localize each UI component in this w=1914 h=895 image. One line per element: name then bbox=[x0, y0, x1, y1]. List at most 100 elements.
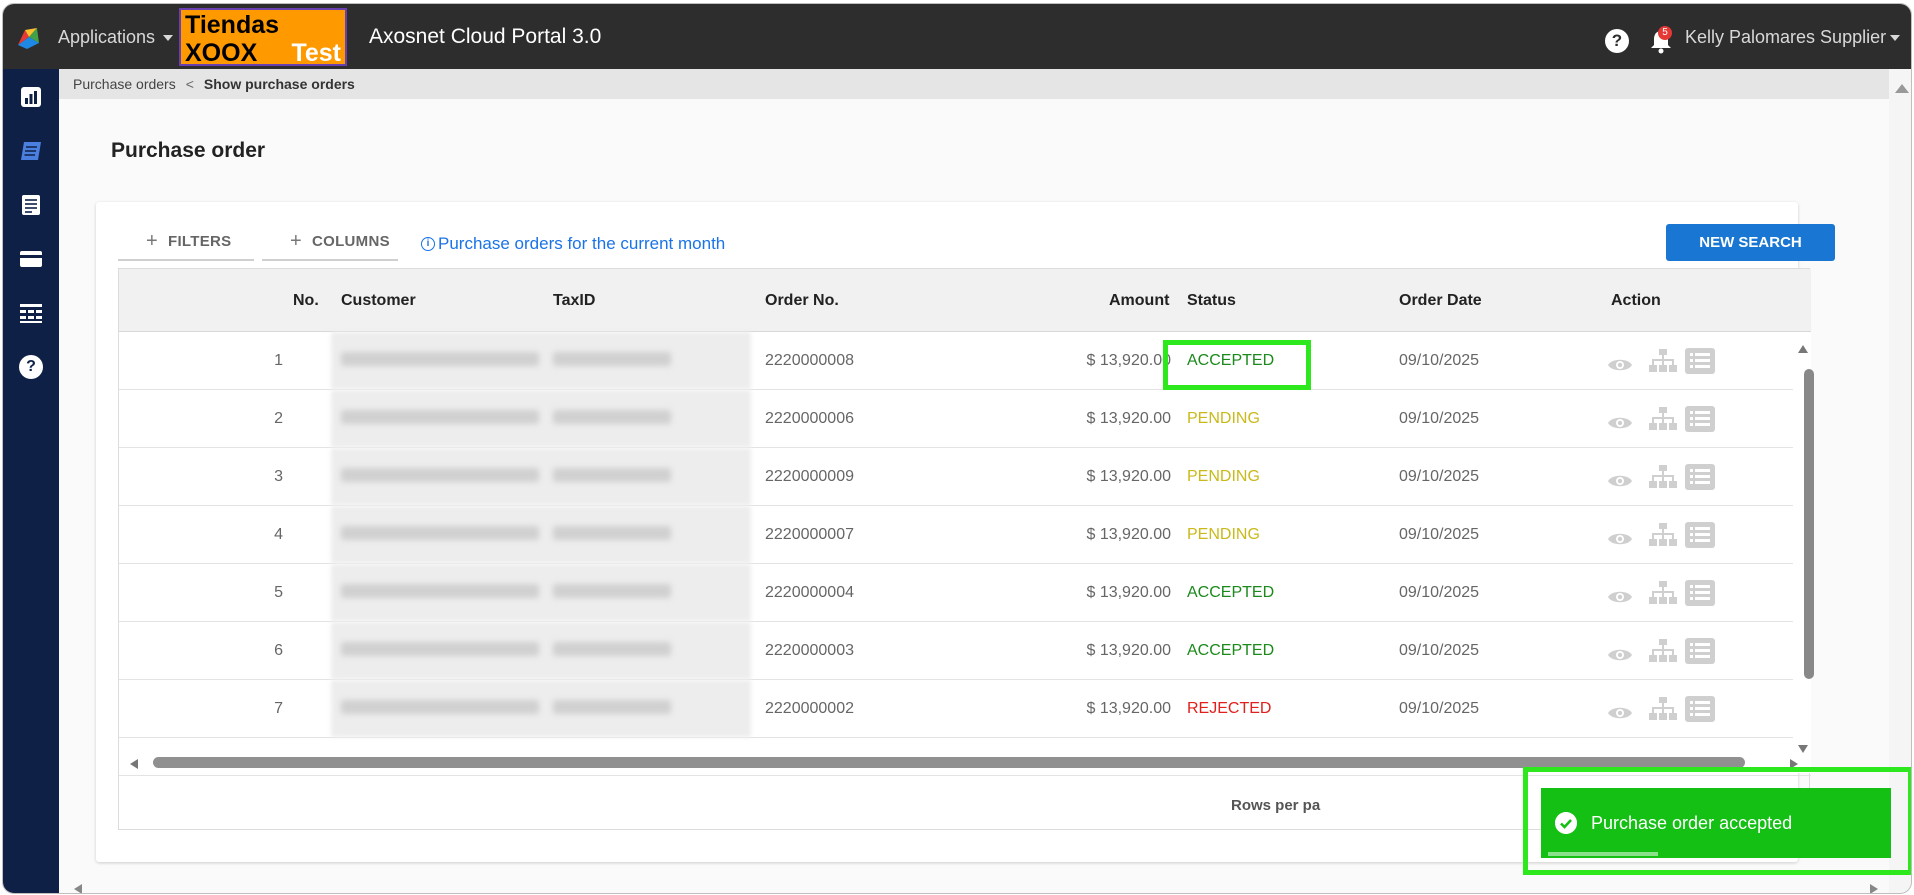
invoices-icon[interactable] bbox=[19, 193, 43, 217]
plus-icon: + bbox=[290, 230, 302, 252]
scroll-right-arrow-icon[interactable] bbox=[1869, 883, 1879, 894]
cell-amount: $ 13,920.00 bbox=[1086, 352, 1171, 369]
table-header: No. Customer TaxID Order No. Amount Stat… bbox=[119, 269, 1811, 332]
cell-order-date: 09/10/2025 bbox=[1399, 642, 1480, 659]
hierarchy-icon[interactable] bbox=[1649, 638, 1677, 664]
toast-progress-bar bbox=[1548, 852, 1658, 856]
cell-amount: $ 13,920.00 bbox=[1086, 526, 1171, 543]
current-month-label: Purchase orders for the current month bbox=[438, 234, 726, 253]
list-icon[interactable] bbox=[1685, 696, 1715, 722]
table-row[interactable]: 5 2220000004 $ 13,920.00 ACCEPTED 09/10/… bbox=[119, 564, 1811, 622]
status-badge: ACCEPTED bbox=[1187, 642, 1275, 659]
list-icon[interactable] bbox=[1685, 522, 1715, 548]
scroll-down-arrow-icon[interactable] bbox=[1797, 744, 1809, 754]
status-highlight bbox=[1163, 340, 1311, 390]
table-row[interactable]: 4 2220000007 $ 13,920.00 PENDING 09/10/2… bbox=[119, 506, 1811, 564]
redacted-customer bbox=[341, 410, 539, 424]
redacted-taxid bbox=[553, 352, 671, 366]
brand-line-3: Test bbox=[291, 39, 341, 67]
user-menu[interactable]: Kelly Palomares Supplier bbox=[1685, 27, 1901, 48]
main-content: Purchase order + FILTERS + COLUMNS i Purcha… bbox=[59, 99, 1889, 879]
help-icon[interactable]: ? bbox=[1605, 29, 1629, 53]
toast-message: Purchase order accepted bbox=[1591, 812, 1793, 833]
hierarchy-icon[interactable] bbox=[1649, 522, 1677, 548]
header-taxid[interactable]: TaxID bbox=[553, 292, 596, 309]
top-bar: Applications Tiendas XOOX Test Axosnet C… bbox=[3, 4, 1911, 69]
filters-button[interactable]: + FILTERS bbox=[118, 224, 254, 261]
redacted-customer bbox=[341, 584, 539, 598]
eye-icon[interactable] bbox=[1607, 642, 1633, 668]
horizontal-scroll-thumb[interactable] bbox=[153, 757, 1745, 768]
list-icon[interactable] bbox=[1685, 406, 1715, 432]
cell-order-no: 2220000002 bbox=[765, 700, 854, 717]
header-order-date[interactable]: Order Date bbox=[1399, 292, 1482, 309]
breadcrumb: Purchase orders < Show purchase orders bbox=[59, 69, 1889, 99]
redacted-taxid bbox=[553, 700, 671, 714]
list-icon[interactable] bbox=[1685, 580, 1715, 606]
cell-order-date: 09/10/2025 bbox=[1399, 526, 1480, 543]
cell-no: 3 bbox=[274, 468, 283, 485]
portal-title: Axosnet Cloud Portal 3.0 bbox=[369, 25, 602, 48]
header-amount[interactable]: Amount bbox=[1109, 292, 1170, 309]
eye-icon[interactable] bbox=[1607, 700, 1633, 726]
new-search-button[interactable]: NEW SEARCH bbox=[1666, 224, 1835, 261]
page-scroll-up-arrow[interactable] bbox=[1895, 84, 1909, 93]
scroll-right-arrow-icon[interactable] bbox=[1789, 758, 1799, 770]
table-row[interactable]: 1 2220000008 $ 13,920.00 ACCEPTED 09/10/… bbox=[119, 332, 1811, 390]
purchase-orders-icon[interactable] bbox=[19, 139, 43, 163]
hierarchy-icon[interactable] bbox=[1649, 580, 1677, 606]
eye-icon[interactable] bbox=[1607, 468, 1633, 494]
cell-order-date: 09/10/2025 bbox=[1399, 410, 1480, 427]
chevron-down-icon bbox=[163, 34, 174, 41]
list-icon[interactable] bbox=[1685, 348, 1715, 374]
reports-icon[interactable] bbox=[19, 301, 43, 325]
redacted-taxid bbox=[553, 410, 671, 424]
help-icon[interactable]: ? bbox=[19, 355, 43, 379]
breadcrumb-parent[interactable]: Purchase orders bbox=[73, 76, 176, 92]
table-footer: Rows per pa bbox=[119, 775, 1811, 829]
list-icon[interactable] bbox=[1685, 464, 1715, 490]
status-badge: PENDING bbox=[1187, 526, 1260, 543]
applications-menu[interactable]: Applications bbox=[58, 27, 174, 48]
cell-no: 5 bbox=[274, 584, 283, 601]
hierarchy-icon[interactable] bbox=[1649, 348, 1677, 374]
table-row[interactable]: 2 2220000006 $ 13,920.00 PENDING 09/10/2… bbox=[119, 390, 1811, 448]
columns-button[interactable]: + COLUMNS bbox=[262, 224, 398, 261]
app-logo-icon[interactable] bbox=[15, 25, 41, 51]
cell-no: 1 bbox=[274, 352, 283, 369]
scroll-up-arrow-icon[interactable] bbox=[1797, 344, 1809, 354]
redacted-taxid bbox=[553, 468, 671, 482]
eye-icon[interactable] bbox=[1607, 584, 1633, 610]
header-status[interactable]: Status bbox=[1187, 292, 1236, 309]
eye-icon[interactable] bbox=[1607, 352, 1633, 378]
hierarchy-icon[interactable] bbox=[1649, 696, 1677, 722]
cell-order-date: 09/10/2025 bbox=[1399, 468, 1480, 485]
scroll-left-arrow-icon[interactable] bbox=[129, 758, 139, 770]
page-horizontal-scrollbar[interactable] bbox=[59, 879, 1889, 894]
sidebar: ? bbox=[3, 69, 59, 893]
table-row[interactable]: 7 2220000002 $ 13,920.00 REJECTED 09/10/… bbox=[119, 680, 1811, 738]
header-customer[interactable]: Customer bbox=[341, 292, 416, 309]
header-order-no[interactable]: Order No. bbox=[765, 292, 839, 309]
table-row[interactable]: 3 2220000009 $ 13,920.00 PENDING 09/10/2… bbox=[119, 448, 1811, 506]
eye-icon[interactable] bbox=[1607, 410, 1633, 436]
redacted-customer bbox=[341, 468, 539, 482]
toast-highlight bbox=[1523, 767, 1911, 875]
user-name: Kelly Palomares Supplier bbox=[1685, 27, 1887, 47]
status-badge: REJECTED bbox=[1187, 700, 1272, 717]
payments-icon[interactable] bbox=[19, 247, 43, 271]
current-month-link[interactable]: i Purchase orders for the current month bbox=[421, 234, 725, 254]
vertical-scroll-thumb[interactable] bbox=[1804, 369, 1814, 679]
hierarchy-icon[interactable] bbox=[1649, 464, 1677, 490]
cell-amount: $ 13,920.00 bbox=[1086, 700, 1171, 717]
table-row[interactable]: 6 2220000003 $ 13,920.00 ACCEPTED 09/10/… bbox=[119, 622, 1811, 680]
eye-icon[interactable] bbox=[1607, 526, 1633, 552]
success-toast[interactable]: Purchase order accepted bbox=[1541, 788, 1891, 858]
rows-per-page-label: Rows per pa bbox=[1231, 797, 1321, 814]
scroll-left-arrow-icon[interactable] bbox=[73, 883, 83, 894]
hierarchy-icon[interactable] bbox=[1649, 406, 1677, 432]
list-icon[interactable] bbox=[1685, 638, 1715, 664]
status-badge: ACCEPTED bbox=[1187, 584, 1275, 601]
header-no[interactable]: No. bbox=[293, 292, 319, 309]
dashboard-icon[interactable] bbox=[19, 85, 43, 109]
